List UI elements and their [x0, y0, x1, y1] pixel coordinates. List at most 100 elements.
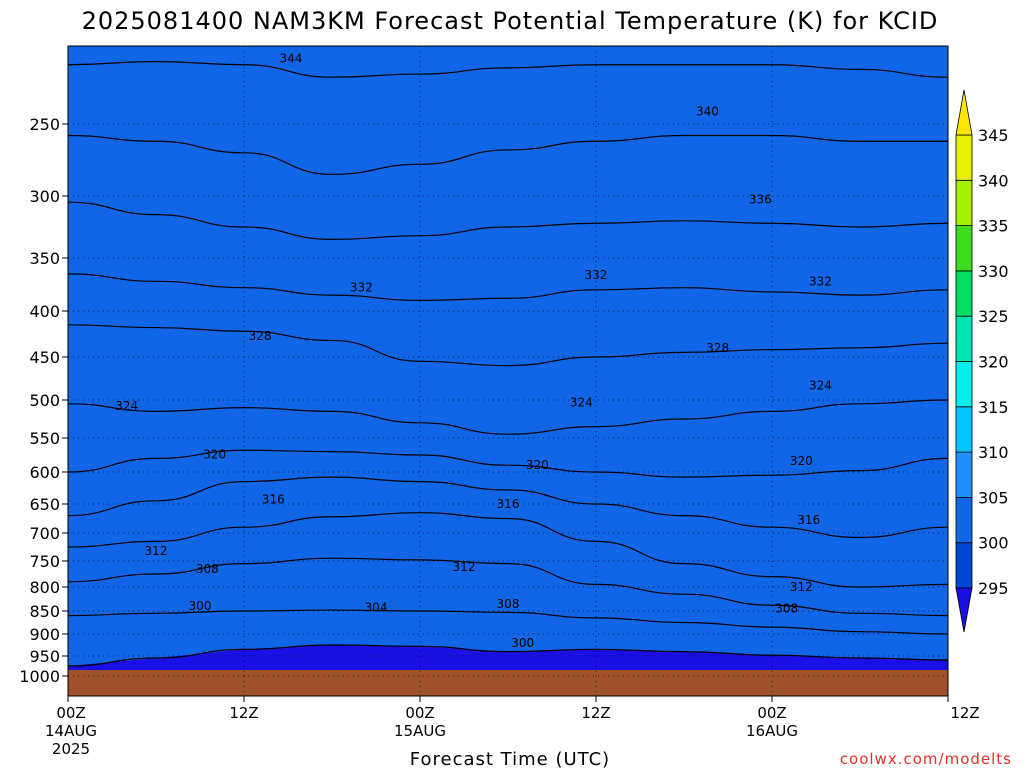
y-axis: 250 300 350 400 450 500 550 600 650 700 750 800 850 9…	[19, 115, 68, 686]
contour-label-320: 320	[203, 447, 226, 461]
isentrope-332	[68, 273, 948, 302]
colorbar-band-325	[955, 270, 973, 317]
colorbar-band-315	[955, 361, 973, 408]
x-axis-label: Forecast Time (UTC)	[410, 749, 610, 768]
colorbar-band-320	[955, 315, 973, 362]
contour-label-316: 316	[497, 497, 520, 511]
colorbar-label-330: 330	[978, 262, 1009, 281]
band-fill-below-300	[68, 645, 948, 670]
x-tick-label-36: 12Z	[581, 704, 610, 722]
colorbar-band-330	[955, 225, 973, 272]
ground-fill	[68, 670, 948, 696]
isentrope-312	[68, 512, 948, 588]
x-tick-date-48: 16AUG	[746, 722, 798, 740]
colorbar-band-335	[955, 179, 973, 227]
contour-label-312: 312	[790, 580, 813, 594]
credit-text: coolwx.com/modelts	[840, 750, 1012, 768]
colorbar-extend-min	[955, 587, 973, 633]
y-tick-label-250: 250	[29, 115, 60, 134]
contour-label-332: 332	[350, 281, 373, 295]
contour-label-312: 312	[145, 544, 168, 558]
colorbar-label-300: 300	[978, 534, 1009, 553]
y-tick-label-950: 950	[29, 647, 60, 666]
x-tick-label-0: 00Z	[56, 704, 85, 722]
colorbar-label-295: 295	[978, 579, 1009, 598]
isentrope-308	[68, 557, 948, 617]
plot-frame	[67, 45, 949, 697]
isentrope-340	[68, 134, 948, 176]
colorbar-label-320: 320	[978, 353, 1009, 372]
contour-label-316: 316	[262, 493, 285, 507]
contour-label-336: 336	[749, 193, 772, 207]
colorbar-label-305: 305	[978, 488, 1009, 507]
contour-label-304: 304	[365, 601, 388, 615]
contour-label-332: 332	[585, 268, 608, 282]
isentrope-316	[68, 476, 948, 539]
isentrope-304	[68, 609, 948, 635]
y-tick-label-850: 850	[29, 602, 60, 621]
colorbar-band-340	[955, 134, 973, 181]
x-tick-label-48: 00Z	[757, 704, 786, 722]
y-tick-label-800: 800	[29, 578, 60, 597]
y-tick-label-450: 450	[29, 348, 60, 367]
y-tick-label-600: 600	[29, 463, 60, 482]
contour-label-308: 308	[775, 602, 798, 616]
x-tick-label-60: 12Z	[950, 704, 979, 722]
contour-label-324: 324	[115, 399, 138, 413]
chart-title: 2025081400 NAM3KM Forecast Potential Tem…	[82, 7, 939, 35]
y-tick-label-750: 750	[29, 552, 60, 571]
colorbar-label-340: 340	[978, 171, 1009, 190]
x-tick-label-24: 00Z	[405, 704, 434, 722]
isentrope-344	[68, 60, 948, 78]
contour-label-300: 300	[189, 599, 212, 613]
contour-labels: 344 340 336 332 332 332 328 328 324 324 324 320 320 3…	[115, 51, 832, 649]
y-tick-label-650: 650	[29, 495, 60, 514]
y-tick-label-500: 500	[29, 391, 60, 410]
contour-label-320: 320	[526, 458, 549, 472]
contour-label-320: 320	[790, 454, 813, 468]
contour-label-328: 328	[706, 341, 729, 355]
colorbar: 295 300 305 310 315 320 325 330 335 340 345	[955, 89, 1009, 633]
contour-label-308: 308	[497, 597, 520, 611]
colorbar-band-310	[955, 406, 973, 453]
colorbar-band-305	[955, 451, 973, 498]
band-fill-300	[68, 46, 948, 666]
colorbar-label-335: 335	[978, 217, 1009, 236]
colorbar-label-325: 325	[978, 307, 1009, 326]
isentrope-320	[68, 449, 948, 478]
contour-label-324: 324	[570, 395, 593, 409]
x-tick-date-24: 15AUG	[394, 722, 446, 740]
x-tick-label-12: 12Z	[229, 704, 258, 722]
contour-label-340: 340	[696, 105, 719, 119]
isentrope-contours	[68, 60, 948, 667]
contour-label-312: 312	[453, 560, 476, 574]
y-tick-label-400: 400	[29, 302, 60, 321]
isentrope-300	[68, 644, 948, 667]
x-tick-date-0: 14AUG	[45, 722, 97, 740]
isentrope-336	[68, 201, 948, 241]
y-tick-label-350: 350	[29, 249, 60, 268]
y-tick-label-300: 300	[29, 187, 60, 206]
contour-label-324: 324	[809, 378, 832, 392]
isentrope-324	[68, 399, 948, 435]
contour-label-300: 300	[511, 636, 534, 650]
colorbar-band-295	[955, 542, 973, 589]
contour-label-344: 344	[279, 51, 302, 65]
y-tick-label-550: 550	[29, 429, 60, 448]
isentrope-328	[68, 324, 948, 367]
grid-lines	[68, 46, 948, 696]
colorbar-label-345: 345	[978, 126, 1009, 145]
contour-label-332: 332	[809, 274, 832, 288]
colorbar-band-300	[955, 496, 973, 544]
y-tick-label-1000: 1000	[19, 667, 60, 686]
y-tick-label-700: 700	[29, 524, 60, 543]
contour-label-316: 316	[797, 513, 820, 527]
contour-label-308: 308	[196, 562, 219, 576]
y-tick-label-900: 900	[29, 625, 60, 644]
colorbar-label-310: 310	[978, 443, 1009, 462]
x-tick-year-0: 2025	[52, 740, 90, 758]
colorbar-extend-max	[955, 89, 973, 136]
colorbar-label-315: 315	[978, 398, 1009, 417]
